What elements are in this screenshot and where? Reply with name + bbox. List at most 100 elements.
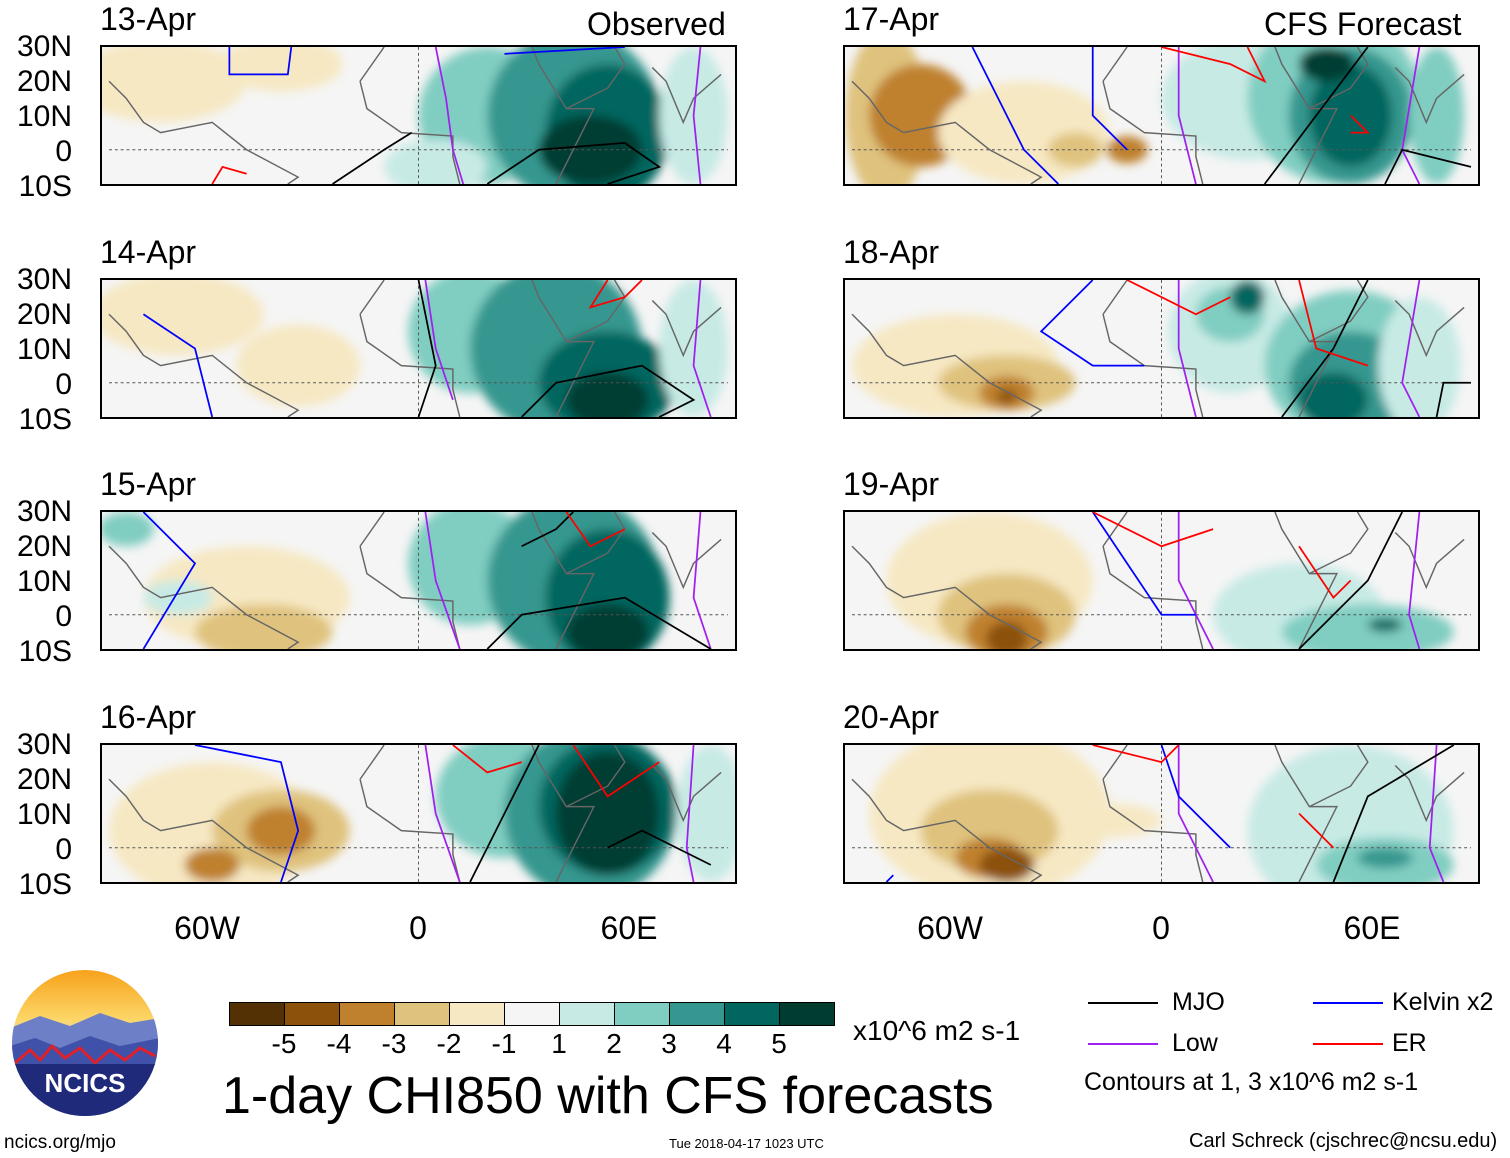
- latitude-label: 10N: [16, 565, 72, 598]
- map-panel: [100, 45, 737, 186]
- wave-contour: [1384, 148, 1472, 184]
- latitude-label: 10N: [16, 333, 72, 366]
- colorbar-tick-label: -1: [491, 1028, 517, 1059]
- wave-contour: [685, 745, 695, 882]
- contours-note: Contours at 1, 3 x10^6 m2 s-1: [1084, 1068, 1419, 1096]
- coastline: [1394, 67, 1465, 125]
- colorbar-swatch: [560, 1003, 615, 1025]
- anomaly-shading: [1367, 618, 1403, 632]
- anomaly-shading: [1299, 47, 1355, 82]
- coastline: [531, 47, 596, 184]
- longitude-label: 60E: [1343, 910, 1401, 946]
- anomaly-shading: [566, 372, 649, 417]
- coastline: [1102, 81, 1204, 184]
- colorbar-tick-label: 3: [661, 1028, 677, 1059]
- latitude-label: 20N: [16, 530, 72, 563]
- latitude-label: 10N: [16, 798, 72, 831]
- colorbar-tick-label: 1: [551, 1028, 567, 1059]
- longitude-label: 0: [409, 910, 427, 946]
- longitude-label: 60W: [917, 910, 983, 946]
- wave-contour: [1332, 745, 1455, 882]
- wave-contour: [1428, 745, 1445, 882]
- wave-contour: [1177, 512, 1214, 649]
- wave-contour: [1298, 512, 1403, 649]
- wave-contour: [1177, 745, 1214, 882]
- latitude-label: 0: [55, 368, 72, 401]
- colorbar-units: x10^6 m2 s-1: [853, 1015, 1021, 1046]
- wave-contour: [452, 745, 522, 774]
- anomaly-shading: [920, 789, 1059, 872]
- colorbar-swatch: [450, 1003, 505, 1025]
- colorbar-tick-label: 4: [716, 1028, 732, 1059]
- legend-mjo: MJO: [1172, 988, 1225, 1016]
- coastline: [531, 512, 596, 649]
- longitude-label: 60E: [600, 910, 658, 946]
- coastline: [108, 545, 300, 649]
- wave-contour: [332, 131, 413, 184]
- coastline: [359, 314, 461, 417]
- coastline: [1274, 47, 1339, 184]
- latitude-label: 0: [55, 135, 72, 168]
- wave-contour: [1298, 280, 1369, 367]
- wave-contour: [1161, 47, 1267, 84]
- coastline: [1102, 47, 1128, 82]
- colorbar-swatch: [615, 1003, 670, 1025]
- coastline: [1102, 745, 1128, 780]
- kelvin-line-swatch: [1313, 1002, 1383, 1004]
- latitude-label: 30N: [16, 495, 72, 528]
- map-panel: [843, 278, 1480, 419]
- footer-url[interactable]: ncics.org/mjo: [4, 1132, 116, 1153]
- anomaly-shading: [659, 280, 728, 417]
- colorbar-tick-label: 2: [606, 1028, 622, 1059]
- anomaly-shading: [1378, 297, 1461, 417]
- colorbar-tick-label: -3: [381, 1028, 407, 1059]
- wave-contour: [572, 745, 660, 798]
- colorbar-tick-label: -2: [436, 1028, 462, 1059]
- wave-contour: [1177, 280, 1197, 417]
- coastline: [651, 300, 722, 358]
- wave-contour: [565, 512, 626, 548]
- panel-date: 17-Apr: [843, 1, 940, 37]
- colorbar-swatch: [780, 1003, 834, 1025]
- coastline: [359, 512, 385, 547]
- coastline: [566, 280, 626, 343]
- coastline: [651, 67, 722, 125]
- colorbar-swatch: [670, 1003, 725, 1025]
- legend-er: ER: [1392, 1029, 1427, 1057]
- wave-contour: [521, 364, 696, 417]
- anomaly-shading: [143, 580, 213, 615]
- wave-contour: [504, 47, 625, 55]
- coastline: [851, 778, 1043, 882]
- anomaly-shading: [986, 621, 1028, 649]
- anomaly-shading: [1230, 280, 1265, 315]
- observed-header: Observed: [587, 6, 726, 42]
- forecast-header: CFS Forecast: [1264, 6, 1462, 42]
- panel-date: 18-Apr: [843, 234, 940, 270]
- wave-contour: [1263, 47, 1369, 184]
- longitude-label: 0: [1152, 910, 1170, 946]
- wave-contour: [1177, 47, 1197, 184]
- coastline: [359, 81, 461, 184]
- wave-contour: [1091, 47, 1128, 151]
- wave-contour: [1092, 745, 1180, 764]
- anomaly-shading: [195, 604, 333, 649]
- wave-contour: [692, 512, 712, 649]
- panel-date: 13-Apr: [100, 1, 197, 37]
- colorbar-swatch: [395, 1003, 450, 1025]
- figure-title: 1-day CHI850 with CFS forecasts: [222, 1067, 994, 1125]
- coastline: [851, 545, 1043, 649]
- wave-contour: [1039, 280, 1145, 367]
- coastline: [566, 745, 626, 808]
- anomaly-shading: [246, 806, 316, 855]
- wave-contour: [142, 512, 197, 649]
- coastline: [566, 512, 626, 575]
- wave-contour: [1281, 280, 1369, 417]
- wave-contour: [588, 280, 643, 309]
- panel-date: 15-Apr: [100, 466, 197, 502]
- colorbar-tick-label: -5: [271, 1028, 297, 1059]
- colorbar-swatch: [285, 1003, 340, 1025]
- footer-author: Carl Schreck (cjschrec@ncsu.edu): [1189, 1130, 1498, 1152]
- anomaly-shading: [384, 139, 488, 184]
- legend-kelvin: Kelvin x2: [1392, 988, 1494, 1016]
- wave-contour: [1092, 512, 1214, 548]
